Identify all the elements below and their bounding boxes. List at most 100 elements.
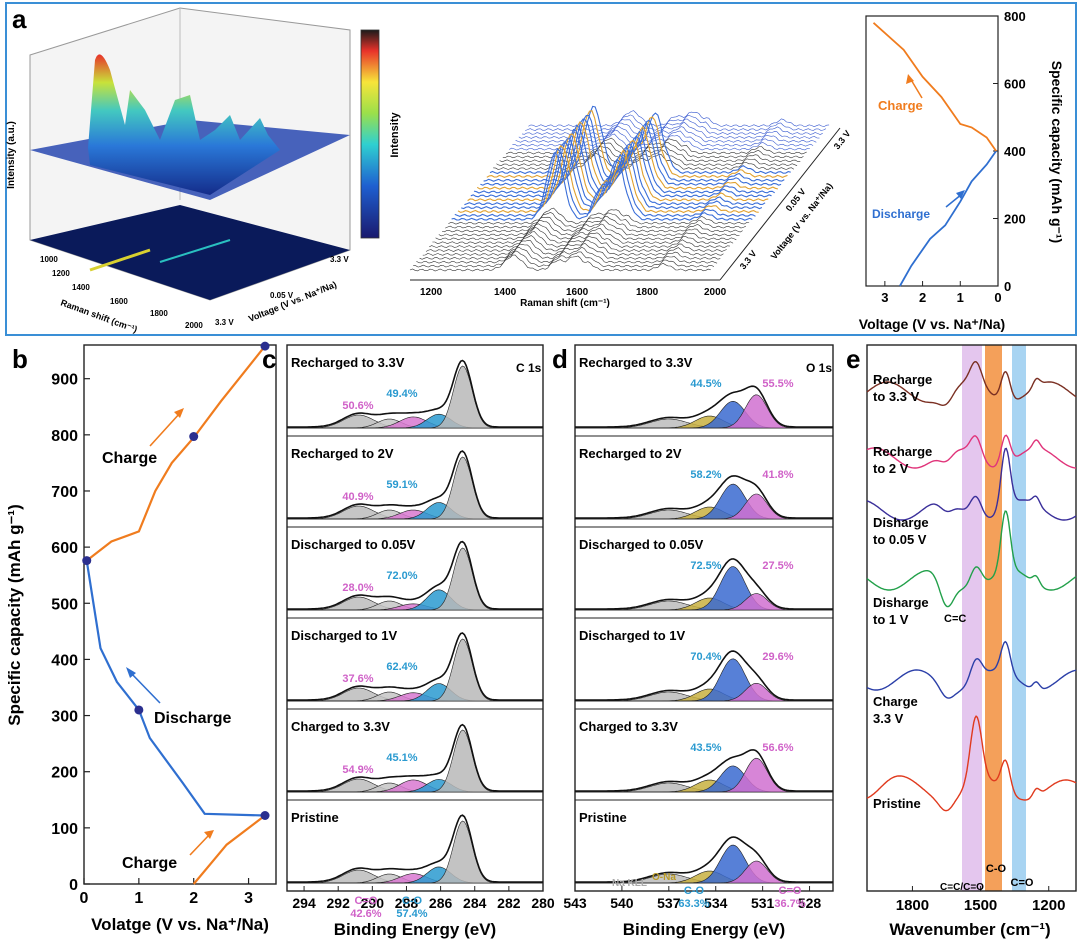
x-tick: 294 — [292, 895, 316, 911]
colorbar-label: Intensity — [389, 112, 401, 158]
row-label: Pristine — [579, 810, 627, 825]
panel-a-letter: a — [12, 4, 27, 34]
row-label: Charged to 3.3V — [291, 719, 390, 734]
b-x-label: Volatge (V vs. Na⁺/Na) — [91, 915, 269, 934]
ceqo-component — [575, 394, 833, 429]
cc-component — [287, 729, 543, 793]
envelope-curve — [575, 650, 833, 701]
spectrum-label: to 2 V — [873, 461, 909, 476]
row-label: Discharged to 1V — [579, 628, 686, 643]
pct-component-b: 28.0% — [342, 582, 373, 594]
row-label: Recharged to 3.3V — [291, 355, 405, 370]
pct-component-a: 70.4% — [690, 651, 721, 663]
waterfall-spectrum-line — [438, 219, 740, 237]
row-label: Recharged to 3.3V — [579, 355, 693, 370]
waterfall-spectrum-line — [448, 207, 750, 225]
c-pristine-ceqo-pct: 42.6% — [350, 908, 381, 920]
waterfall-x-tick: 1400 — [494, 287, 517, 298]
a-profile-chart: 3 2 1 00 200 400 600 800 Charge Discharge Volta… — [859, 9, 1065, 332]
b-y-tick: 500 — [51, 596, 78, 613]
envelope-curve — [575, 749, 833, 792]
spectrum-label: 3.3 V — [873, 711, 904, 726]
a-y-tick: 800 — [1004, 9, 1026, 24]
surface-x-tick: 1600 — [110, 297, 128, 306]
pct-component-a: 72.0% — [386, 570, 417, 582]
envelope-curve — [575, 836, 833, 883]
d-pristine-ceqo-pct: 36.7% — [774, 898, 805, 910]
b-data-marker — [134, 705, 144, 715]
waterfall-spectrum-line — [528, 110, 830, 128]
b-data-marker — [260, 341, 270, 351]
surface-v-tick: 3.3 V — [330, 255, 349, 264]
ftir-spectrum-line — [866, 510, 1077, 608]
surface-peaks — [88, 54, 280, 195]
waterfall-spectrum-line — [451, 152, 753, 221]
envelope-curve — [575, 385, 833, 428]
waterfall-spectrum-line — [416, 246, 718, 264]
pct-component-a: 44.5% — [690, 378, 721, 390]
row-label: Recharged to 2V — [579, 446, 682, 461]
b-y-tick: 0 — [69, 877, 78, 894]
ftir-spectrum-line — [866, 640, 1077, 699]
x-tick: 543 — [563, 895, 587, 911]
x-tick: 284 — [463, 895, 487, 911]
spectrum-label: Charge — [873, 694, 918, 709]
d-pristine-co-pct: 63.3% — [678, 898, 709, 910]
spectrum-label: to 0.05 V — [873, 532, 927, 547]
pct-component-b: 56.6% — [762, 742, 793, 754]
waterfall-spectrum-line — [445, 211, 747, 229]
c-corner-label: C 1s — [516, 361, 542, 375]
x-tick: 531 — [751, 895, 775, 911]
row-label: Pristine — [291, 810, 339, 825]
waterfall-spectrum-line — [525, 114, 827, 131]
waterfall-x-tick: 1800 — [636, 287, 659, 298]
d-na-kll-label: Na KLL — [612, 878, 647, 889]
b-y-tick: 600 — [51, 540, 78, 557]
waterfall-v-tick: 3.3 V — [832, 129, 853, 152]
row-label: Recharged to 2V — [291, 446, 394, 461]
pct-component-a: 62.4% — [386, 661, 417, 673]
a-charge-curve — [872, 22, 997, 152]
waterfall-x-tick: 2000 — [704, 287, 727, 298]
b-y-tick: 400 — [51, 652, 78, 669]
cc-component — [287, 638, 543, 702]
pct-component-a: 49.4% — [386, 388, 417, 400]
x-tick: 282 — [497, 895, 521, 911]
a-x-tick: 3 — [881, 290, 888, 305]
ceqo-component — [575, 757, 833, 793]
e-band-co-label: C-O — [986, 863, 1007, 875]
b-x-tick: 0 — [80, 890, 89, 907]
pct-component-b: 55.5% — [762, 378, 793, 390]
a-x-tick: 0 — [994, 290, 1001, 305]
c-chart: C 1s Recharged to 3.3V 49.4% 50.6% Recharge… — [286, 344, 555, 939]
a-y-tick: 200 — [1004, 212, 1026, 227]
b-y-label: Specific capacity (mAh g⁻¹) — [5, 504, 24, 726]
ceqo-component — [575, 683, 833, 702]
a-profile-y-label: Specific capacity (mAh g⁻¹) — [1049, 61, 1065, 243]
waterfall-spectrum-line — [441, 216, 743, 233]
waterfall-spectrum-line — [419, 242, 721, 260]
envelope-curve — [287, 359, 543, 428]
pct-component-a: 43.5% — [690, 742, 721, 754]
b-charge-label-top: Charge — [102, 450, 157, 467]
waterfall-spectrum-line — [413, 250, 715, 268]
surface-x-tick: 1400 — [72, 283, 90, 292]
e-band-ceqo — [1012, 345, 1026, 891]
c-x-label: Binding Energy (eV) — [334, 920, 496, 939]
spectrum-label: Recharge — [873, 372, 932, 387]
b-y-tick: 700 — [51, 484, 78, 501]
raman-waterfall: 1200 1400 1600 1800 2000 Raman shift (cm… — [409, 105, 853, 309]
cc-component — [287, 365, 543, 429]
waterfall-spectrum-line — [489, 105, 791, 175]
a-profile-frame — [865, 15, 999, 287]
surface-v-label: Voltage (V vs. Na⁺/Na) — [247, 279, 338, 324]
x-tick: 290 — [361, 895, 385, 911]
x-tick: 286 — [429, 895, 453, 911]
ftir-spectrum-line — [866, 715, 1077, 812]
cc-component — [287, 456, 543, 520]
x-tick: 537 — [657, 895, 681, 911]
waterfall-spectrum-line — [422, 239, 724, 256]
b-x-tick: 2 — [189, 890, 198, 907]
e-frame — [866, 344, 1077, 892]
